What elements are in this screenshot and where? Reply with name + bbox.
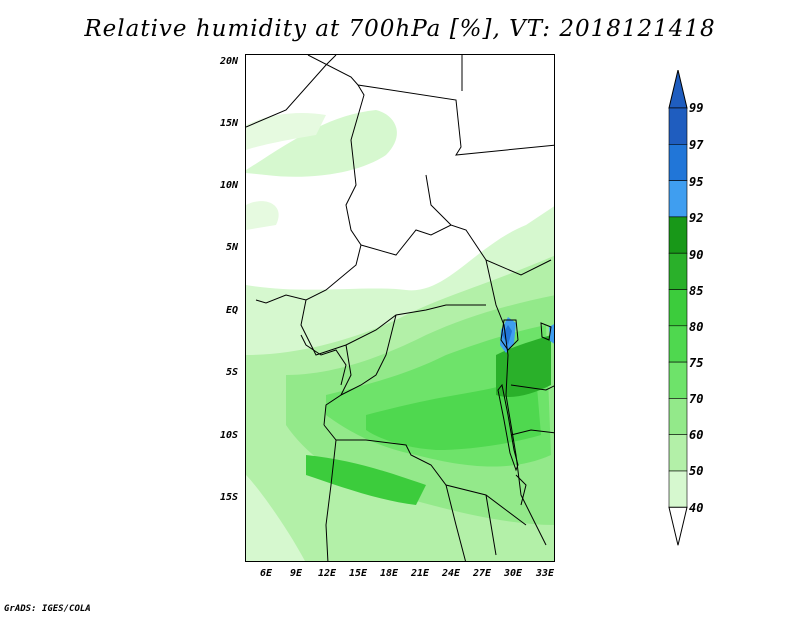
colorbar-label: 70 (689, 392, 704, 406)
lon-label: 15E (348, 568, 368, 579)
colorbar-label: 92 (689, 211, 704, 225)
colorbar-label: 95 (689, 175, 704, 189)
humidity-map (246, 55, 554, 561)
lon-label: 12E (317, 568, 337, 579)
colorbar-label: 85 (689, 284, 704, 298)
lat-label: 15N (219, 118, 238, 129)
colorbar-segment (668, 434, 688, 472)
lat-label: 20N (219, 56, 238, 67)
lat-label: 10S (219, 430, 238, 441)
colorbar-label: 80 (689, 320, 704, 334)
colorbar-label: 50 (689, 464, 704, 478)
colorbar-segment (668, 144, 688, 181)
footer-credit: GrADS: IGES/COLA (4, 604, 91, 614)
humidity-shading (246, 110, 554, 561)
lon-label: 33E (535, 568, 555, 579)
lon-label: 24E (441, 568, 461, 579)
map-title: Relative humidity at 700hPa [%], VT: 201… (84, 16, 716, 42)
colorbar-label: 90 (689, 248, 704, 262)
lat-label: 15S (219, 492, 238, 503)
colorbar-segment (668, 180, 688, 218)
lat-label: EQ (225, 305, 238, 316)
lon-label: 21E (410, 568, 430, 579)
colorbar-arrow-top (668, 70, 688, 109)
colorbar-segment (668, 325, 688, 363)
colorbar-label: 99 (689, 101, 704, 115)
colorbar-segment (668, 470, 688, 508)
country-borders (246, 55, 554, 561)
lakes (497, 319, 552, 472)
colorbar-label: 97 (689, 138, 704, 152)
colorbar-label: 60 (689, 428, 704, 442)
lon-label: 9E (289, 568, 303, 579)
lat-label: 5S (225, 367, 238, 378)
colorbar-segment (668, 216, 688, 254)
lon-label: 27E (472, 568, 492, 579)
colorbar (668, 70, 688, 546)
colorbar-segment (668, 252, 688, 290)
colorbar-segment (668, 398, 688, 435)
colorbar-segment (668, 107, 688, 145)
colorbar-segment (668, 361, 688, 399)
map-frame (245, 54, 555, 562)
colorbar-label: 75 (689, 356, 704, 370)
lon-label: 18E (379, 568, 399, 579)
colorbar-arrow-bottom (668, 506, 688, 546)
colorbar-label: 40 (689, 501, 704, 515)
colorbar-segment (668, 289, 688, 327)
lat-label: 5N (225, 242, 238, 253)
lon-label: 6E (259, 568, 273, 579)
lat-label: 10N (219, 180, 238, 191)
lon-label: 30E (503, 568, 523, 579)
